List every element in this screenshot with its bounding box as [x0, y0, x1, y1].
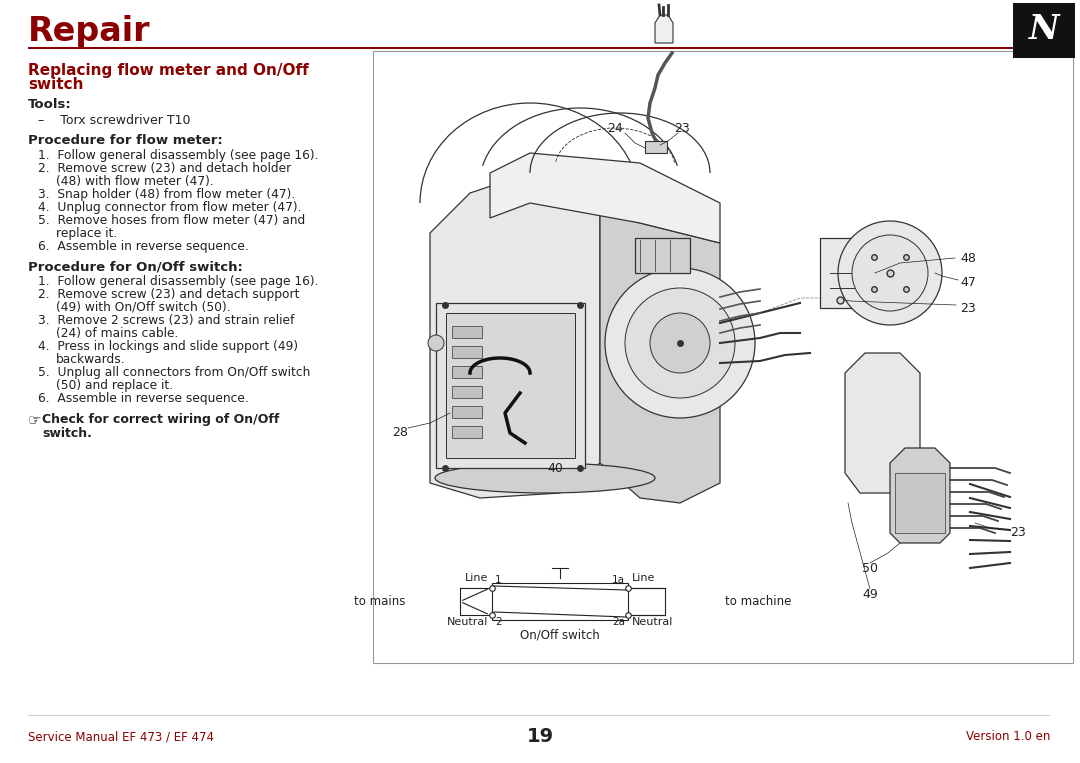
- Bar: [1013, 3, 1075, 58]
- Polygon shape: [436, 303, 585, 468]
- Text: Neutral: Neutral: [632, 617, 673, 627]
- Text: replace it.: replace it.: [56, 227, 118, 240]
- Text: Line: Line: [632, 573, 656, 583]
- Text: Version 1.0 en: Version 1.0 en: [966, 730, 1050, 743]
- Text: Tools:: Tools:: [28, 98, 71, 111]
- Polygon shape: [490, 153, 720, 243]
- Circle shape: [650, 313, 710, 373]
- Text: 23: 23: [1010, 526, 1026, 539]
- Text: 50: 50: [862, 562, 878, 575]
- Text: Replacing flow meter and On/Off: Replacing flow meter and On/Off: [28, 63, 309, 78]
- Text: switch: switch: [28, 77, 83, 92]
- Text: 1a: 1a: [612, 575, 625, 585]
- Bar: [453, 426, 482, 438]
- Bar: [492, 583, 627, 620]
- Text: 6.  Assemble in reverse sequence.: 6. Assemble in reverse sequence.: [38, 392, 248, 405]
- Text: (49) with On/Off switch (50).: (49) with On/Off switch (50).: [56, 301, 231, 314]
- Circle shape: [838, 221, 942, 325]
- Text: 3.  Remove 2 screws (23) and strain relief: 3. Remove 2 screws (23) and strain relie…: [38, 314, 295, 327]
- Text: switch.: switch.: [42, 427, 92, 440]
- Text: to mains: to mains: [353, 595, 405, 608]
- Text: 1: 1: [495, 575, 501, 585]
- Polygon shape: [600, 213, 720, 503]
- Text: 23: 23: [674, 121, 690, 134]
- Text: 4.  Unplug connector from flow meter (47).: 4. Unplug connector from flow meter (47)…: [38, 201, 301, 214]
- Bar: [635, 238, 690, 273]
- Text: (50) and replace it.: (50) and replace it.: [56, 379, 173, 392]
- Text: 1.  Follow general disassembly (see page 16).: 1. Follow general disassembly (see page …: [38, 275, 319, 288]
- Circle shape: [428, 335, 444, 351]
- Bar: [820, 238, 870, 308]
- Text: 2.  Remove screw (23) and detach holder: 2. Remove screw (23) and detach holder: [38, 162, 292, 175]
- Text: Line: Line: [464, 573, 488, 583]
- Bar: [453, 366, 482, 378]
- Text: 1.  Follow general disassembly (see page 16).: 1. Follow general disassembly (see page …: [38, 149, 319, 162]
- Text: Neutral: Neutral: [447, 617, 488, 627]
- Bar: [28, 715, 1050, 716]
- Text: backwards.: backwards.: [56, 353, 125, 366]
- Bar: [645, 141, 667, 153]
- Bar: [453, 406, 482, 418]
- Text: ☞: ☞: [28, 413, 42, 428]
- Text: 3.  Snap holder (48) from flow meter (47).: 3. Snap holder (48) from flow meter (47)…: [38, 188, 295, 201]
- Text: 48: 48: [960, 252, 976, 265]
- Bar: [453, 346, 482, 358]
- Ellipse shape: [435, 463, 654, 493]
- Text: 5.  Unplug all connectors from On/Off switch: 5. Unplug all connectors from On/Off swi…: [38, 366, 310, 379]
- Text: 4.  Press in lockings and slide support (49): 4. Press in lockings and slide support (…: [38, 340, 298, 353]
- Polygon shape: [654, 15, 673, 43]
- Text: Repair: Repair: [28, 14, 150, 47]
- Polygon shape: [446, 313, 575, 458]
- Text: 47: 47: [960, 276, 976, 289]
- Bar: [28, 47, 1050, 49]
- Circle shape: [852, 235, 928, 311]
- Circle shape: [605, 268, 755, 418]
- Text: to machine: to machine: [725, 595, 792, 608]
- Text: 2: 2: [495, 617, 501, 627]
- Bar: [453, 326, 482, 338]
- Text: 28: 28: [392, 427, 408, 439]
- Text: On/Off switch: On/Off switch: [521, 629, 599, 642]
- Text: Procedure for On/Off switch:: Procedure for On/Off switch:: [28, 260, 243, 273]
- Text: N: N: [1029, 13, 1059, 46]
- Text: 49: 49: [862, 588, 878, 601]
- Polygon shape: [430, 173, 600, 498]
- Bar: [453, 386, 482, 398]
- Text: (24) of mains cable.: (24) of mains cable.: [56, 327, 178, 340]
- Text: Check for correct wiring of On/Off: Check for correct wiring of On/Off: [42, 413, 280, 426]
- Text: 2.  Remove screw (23) and detach support: 2. Remove screw (23) and detach support: [38, 288, 299, 301]
- Text: 24: 24: [607, 121, 623, 134]
- Polygon shape: [890, 448, 950, 543]
- Text: 19: 19: [526, 727, 554, 746]
- Text: (48) with flow meter (47).: (48) with flow meter (47).: [56, 175, 214, 188]
- Text: Service Manual EF 473 / EF 474: Service Manual EF 473 / EF 474: [28, 730, 214, 743]
- Text: 6.  Assemble in reverse sequence.: 6. Assemble in reverse sequence.: [38, 240, 248, 253]
- Bar: [895, 473, 945, 533]
- Text: 23: 23: [960, 301, 975, 314]
- Text: 5.  Remove hoses from flow meter (47) and: 5. Remove hoses from flow meter (47) and: [38, 214, 306, 227]
- Circle shape: [625, 288, 735, 398]
- Bar: [373, 51, 1074, 663]
- Polygon shape: [845, 353, 920, 493]
- Text: 40: 40: [548, 462, 563, 475]
- Text: 2a: 2a: [612, 617, 625, 627]
- Text: Procedure for flow meter:: Procedure for flow meter:: [28, 134, 222, 147]
- Text: –    Torx screwdriver T10: – Torx screwdriver T10: [38, 114, 190, 127]
